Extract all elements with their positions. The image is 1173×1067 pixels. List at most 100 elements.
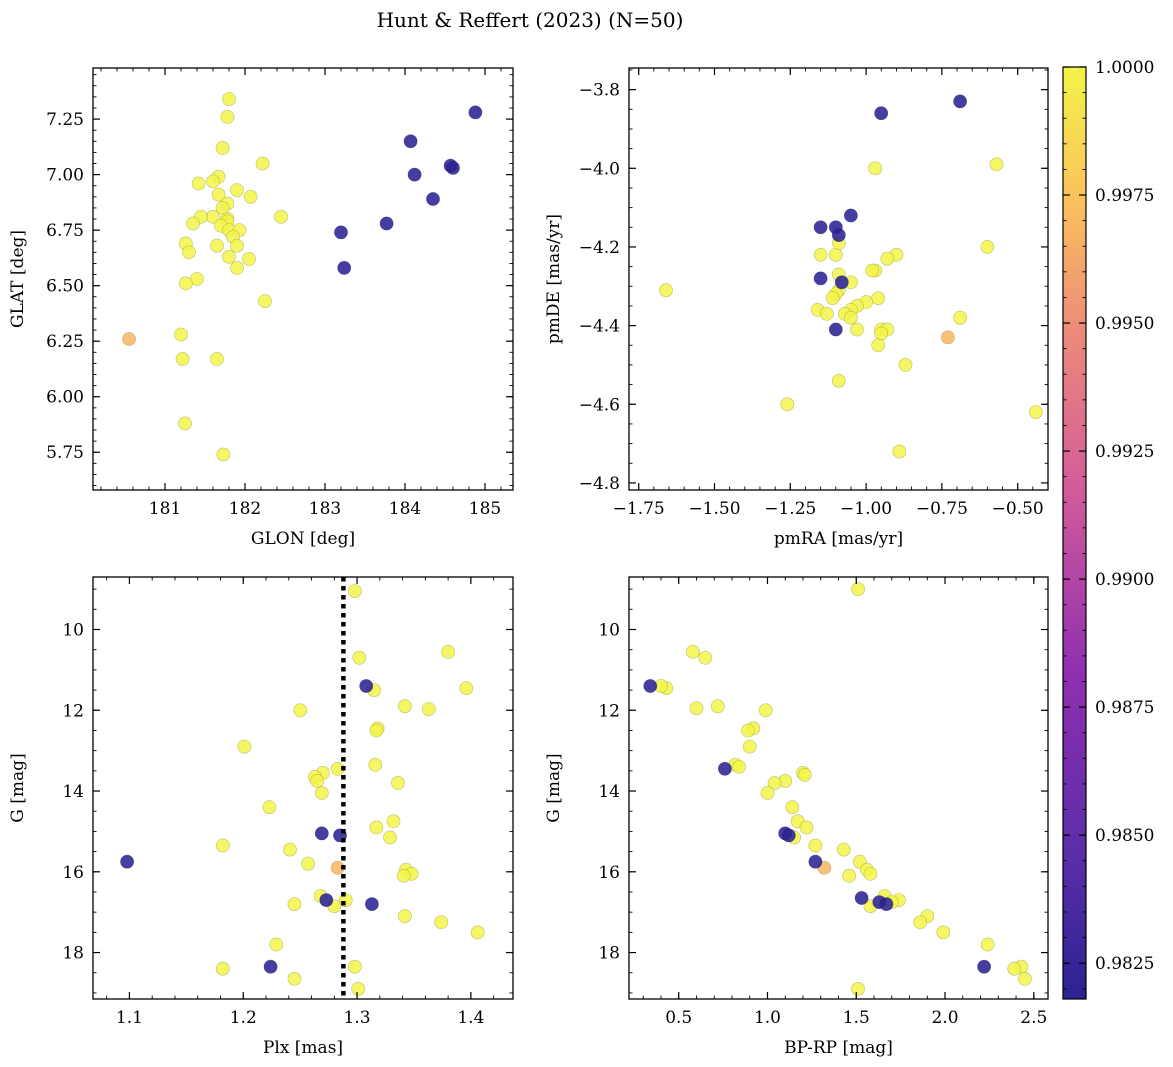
data-point	[758, 703, 773, 718]
x-tick-label: 1.5	[843, 1008, 870, 1028]
data-point	[310, 774, 325, 788]
data-point	[263, 959, 278, 974]
x-tick-label: −1.50	[688, 499, 740, 519]
x-tick-label: 185	[469, 499, 501, 519]
data-point	[255, 156, 270, 171]
y-tick-label: 14	[62, 782, 84, 802]
x-tick-label: −1.00	[840, 499, 892, 519]
data-point	[230, 238, 244, 253]
data-point	[871, 291, 886, 305]
data-point	[799, 820, 814, 835]
y-axis-label: G [mag]	[8, 753, 28, 822]
data-point	[871, 338, 886, 353]
y-tick-label: −3.8	[579, 81, 620, 101]
data-point	[659, 283, 673, 298]
data-point	[936, 925, 951, 940]
y-tick-label: 12	[62, 701, 84, 721]
data-point	[892, 444, 907, 459]
data-point	[913, 915, 928, 930]
data-point	[874, 106, 889, 121]
data-point	[980, 239, 995, 254]
y-tick-label: 6.75	[46, 221, 84, 241]
data-point	[718, 761, 732, 776]
data-point	[426, 192, 440, 206]
panel-proper-motion: −1.75 −1.50 −1.25 −1.00 −0.75 −0.50 −4.8 −4.6 −4…	[544, 67, 1049, 549]
x-axis-label: GLON [deg]	[251, 529, 355, 549]
colorbar-tick-label: 0.9925	[1095, 442, 1154, 462]
data-point	[831, 373, 846, 388]
data-point	[953, 94, 967, 109]
data-point	[262, 800, 277, 815]
scatter-points	[120, 584, 485, 996]
data-point	[834, 275, 849, 290]
x-tick-label: 1.1	[116, 1008, 143, 1028]
y-tick-label: 12	[598, 701, 620, 721]
y-tick-label: 6.25	[46, 332, 84, 352]
data-point	[446, 160, 460, 175]
data-point	[230, 260, 244, 275]
data-point	[287, 971, 302, 986]
data-point	[781, 828, 796, 843]
data-point	[175, 352, 190, 366]
data-point	[767, 776, 782, 790]
data-point	[314, 786, 329, 800]
axes-frame	[92, 576, 514, 1000]
data-point	[210, 352, 224, 366]
y-tick-label: 10	[62, 620, 84, 640]
data-point	[686, 644, 700, 659]
data-point	[808, 838, 823, 853]
x-tick-label: −1.25	[764, 499, 816, 519]
colorbar-tick-label: 0.9900	[1095, 570, 1154, 590]
scatter-points	[659, 94, 1043, 459]
data-point	[351, 982, 366, 996]
data-point	[698, 650, 713, 665]
data-point	[391, 776, 405, 790]
data-point	[1029, 405, 1043, 419]
data-point	[182, 245, 196, 260]
y-tick-label: 14	[598, 782, 620, 802]
axes-frame	[92, 67, 514, 491]
y-tick-label: 16	[598, 863, 620, 883]
data-point	[980, 937, 995, 952]
data-point	[122, 332, 136, 346]
data-point	[337, 260, 352, 275]
x-tick-label: 184	[389, 499, 421, 519]
data-point	[369, 820, 384, 835]
data-point	[851, 982, 865, 996]
data-point	[689, 701, 704, 716]
x-tick-label: 1.2	[230, 1008, 257, 1028]
scatter-points	[122, 92, 483, 462]
colorbar-tick-label: 0.9950	[1095, 314, 1154, 334]
data-point	[407, 167, 422, 182]
data-point	[831, 228, 846, 242]
data-point	[953, 310, 967, 325]
x-axis-label: Plx [mas]	[263, 1038, 343, 1058]
colorbar-gradient	[1062, 66, 1087, 1000]
data-point	[338, 893, 353, 907]
data-point	[780, 397, 795, 412]
x-tick-label: −1.75	[613, 499, 665, 519]
data-point	[364, 897, 379, 911]
data-point	[1018, 971, 1032, 986]
x-axis-label: BP-RP [mag]	[784, 1038, 893, 1058]
data-point	[989, 157, 1004, 172]
x-tick-label: 1.4	[457, 1008, 484, 1028]
data-point	[880, 251, 895, 266]
y-tick-label: −4.8	[579, 474, 620, 494]
x-tick-label: 1.3	[344, 1008, 371, 1028]
colorbar: 0.9825 0.9850 0.9875 0.9900 0.9925 0.9950 0.99…	[1062, 58, 1154, 1000]
data-point	[825, 291, 840, 305]
x-tick-label: 0.5	[665, 1008, 692, 1028]
data-point	[785, 800, 800, 815]
data-point	[850, 322, 864, 337]
data-point	[220, 110, 235, 124]
data-point	[710, 699, 725, 714]
data-point	[403, 134, 418, 149]
x-axis-label: pmRA [mas/yr]	[774, 529, 903, 549]
data-point	[421, 702, 436, 716]
data-point	[397, 699, 412, 714]
axes-frame	[628, 576, 1049, 1000]
data-point	[819, 306, 834, 321]
data-point	[977, 959, 991, 974]
